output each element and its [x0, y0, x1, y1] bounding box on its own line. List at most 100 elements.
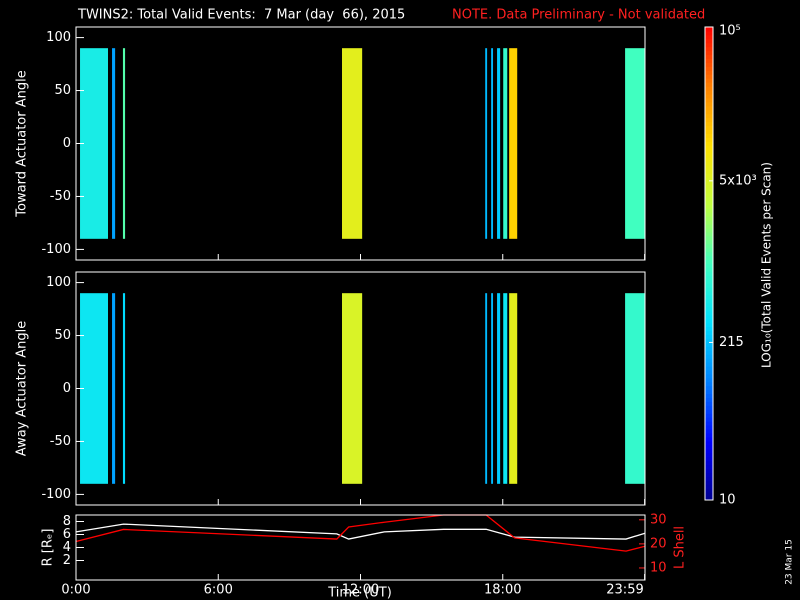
colorbar-segment — [705, 133, 713, 138]
line-series — [75, 523, 646, 540]
colorbar-segment — [705, 381, 713, 387]
colorbar-segment — [705, 113, 713, 119]
colorbar-segment — [705, 310, 713, 316]
colorbar-segment — [705, 220, 713, 225]
colorbar-segment — [705, 247, 713, 253]
colorbar-segment — [705, 480, 713, 485]
colorbar-segment — [705, 50, 713, 56]
x-tick-label: 6:00 — [204, 583, 233, 598]
colorbar-segment — [705, 192, 713, 197]
colorbar-segment — [705, 180, 713, 186]
colorbar-segment — [705, 275, 713, 280]
x-axis-label: Time (UT) — [327, 586, 392, 600]
colorbar-segment — [705, 243, 713, 249]
colorbar-segment — [705, 204, 713, 209]
spectrogram-band — [625, 293, 645, 484]
colorbar-segment — [705, 405, 713, 410]
colorbar-segment — [705, 302, 713, 308]
colorbar-segment — [705, 279, 713, 284]
line-series — [75, 514, 646, 552]
colorbar-segment — [705, 417, 713, 422]
colorbar-segment — [705, 432, 713, 438]
spectrogram-band — [485, 48, 488, 239]
colorbar-segment — [705, 97, 713, 103]
colorbar-segment — [705, 101, 713, 107]
y-tick-label: -50 — [50, 434, 71, 449]
colorbar-segment — [705, 117, 713, 123]
colorbar-segment — [705, 94, 713, 99]
colorbar-segment — [705, 318, 713, 324]
y-tick-label: 100 — [46, 275, 71, 290]
colorbar-segment — [705, 137, 713, 142]
colorbar-segment — [705, 46, 713, 52]
colorbar-segment — [705, 141, 713, 146]
y-tick-label: -100 — [41, 487, 71, 502]
colorbar-segment — [705, 38, 713, 44]
y-tick-label: 2 — [63, 553, 71, 568]
colorbar-segment — [705, 176, 713, 182]
colorbar-segment — [705, 212, 713, 217]
colorbar-segment — [705, 488, 713, 493]
title: TWINS2: Total Valid Events: 7 Mar (day 6… — [77, 8, 405, 23]
colorbar-segment — [705, 385, 713, 391]
colorbar-segment — [705, 129, 713, 134]
colorbar-segment — [705, 149, 713, 154]
colorbar-segment — [705, 377, 713, 383]
y-tick-label: 50 — [54, 328, 71, 343]
colorbar-segment — [705, 452, 713, 458]
colorbar-segment — [705, 444, 713, 450]
colorbar-segment — [705, 421, 713, 426]
colorbar-tick-label: 215 — [719, 335, 744, 350]
colorbar-segment — [705, 172, 713, 178]
colorbar-segment — [705, 121, 713, 127]
colorbar-segment — [705, 145, 713, 150]
colorbar-segment — [705, 295, 713, 300]
colorbar-segment — [705, 346, 713, 351]
colorbar-segment — [705, 216, 713, 221]
colorbar-segment — [705, 86, 713, 91]
spectrogram-band — [342, 293, 363, 484]
colorbar-segment — [705, 58, 713, 63]
colorbar-segment — [705, 389, 713, 395]
y-tick-label: 100 — [46, 30, 71, 45]
colorbar-segment — [705, 456, 713, 462]
colorbar-segment — [705, 362, 713, 367]
colorbar-segment — [705, 231, 713, 237]
colorbar-tick-label: 10 — [719, 493, 736, 508]
colorbar-segment — [705, 196, 713, 201]
colorbar-segment — [705, 373, 713, 379]
colorbar-segment — [705, 251, 713, 257]
spectrogram-band — [122, 293, 126, 484]
y2-tick-label: 30 — [650, 512, 667, 527]
colorbar-segment — [705, 271, 713, 276]
colorbar-segment — [705, 125, 713, 130]
y2-axis-label: L Shell — [673, 526, 688, 569]
y-tick-label: 6 — [63, 527, 71, 542]
y-axis-label: Away Actuator Angle — [15, 321, 30, 456]
spectrogram-band — [503, 48, 508, 239]
colorbar-segment — [705, 263, 713, 268]
colorbar-segment — [705, 287, 713, 292]
spectrogram-band — [625, 48, 645, 239]
colorbar-segment — [705, 200, 713, 205]
y2-tick-label: 20 — [650, 536, 667, 551]
colorbar-segment — [705, 484, 713, 489]
spectrogram-band — [509, 293, 518, 484]
colorbar-segment — [705, 66, 713, 71]
colorbar-segment — [705, 350, 713, 355]
y-tick-label: 50 — [54, 83, 71, 98]
colorbar-segment — [705, 255, 713, 261]
spectrogram-band — [80, 293, 109, 484]
colorbar-segment — [705, 496, 713, 501]
colorbar-segment — [705, 338, 713, 343]
colorbar-segment — [705, 440, 713, 446]
colorbar-segment — [705, 365, 713, 371]
colorbar-segment — [705, 184, 713, 190]
spectrogram-band — [485, 293, 488, 484]
colorbar-segment — [705, 369, 713, 375]
colorbar-label: LOG₁₀(Total Valid Events per Scan) — [760, 162, 774, 368]
panel-frame — [75, 514, 646, 581]
colorbar-segment — [705, 492, 713, 497]
colorbar-segment — [705, 42, 713, 48]
